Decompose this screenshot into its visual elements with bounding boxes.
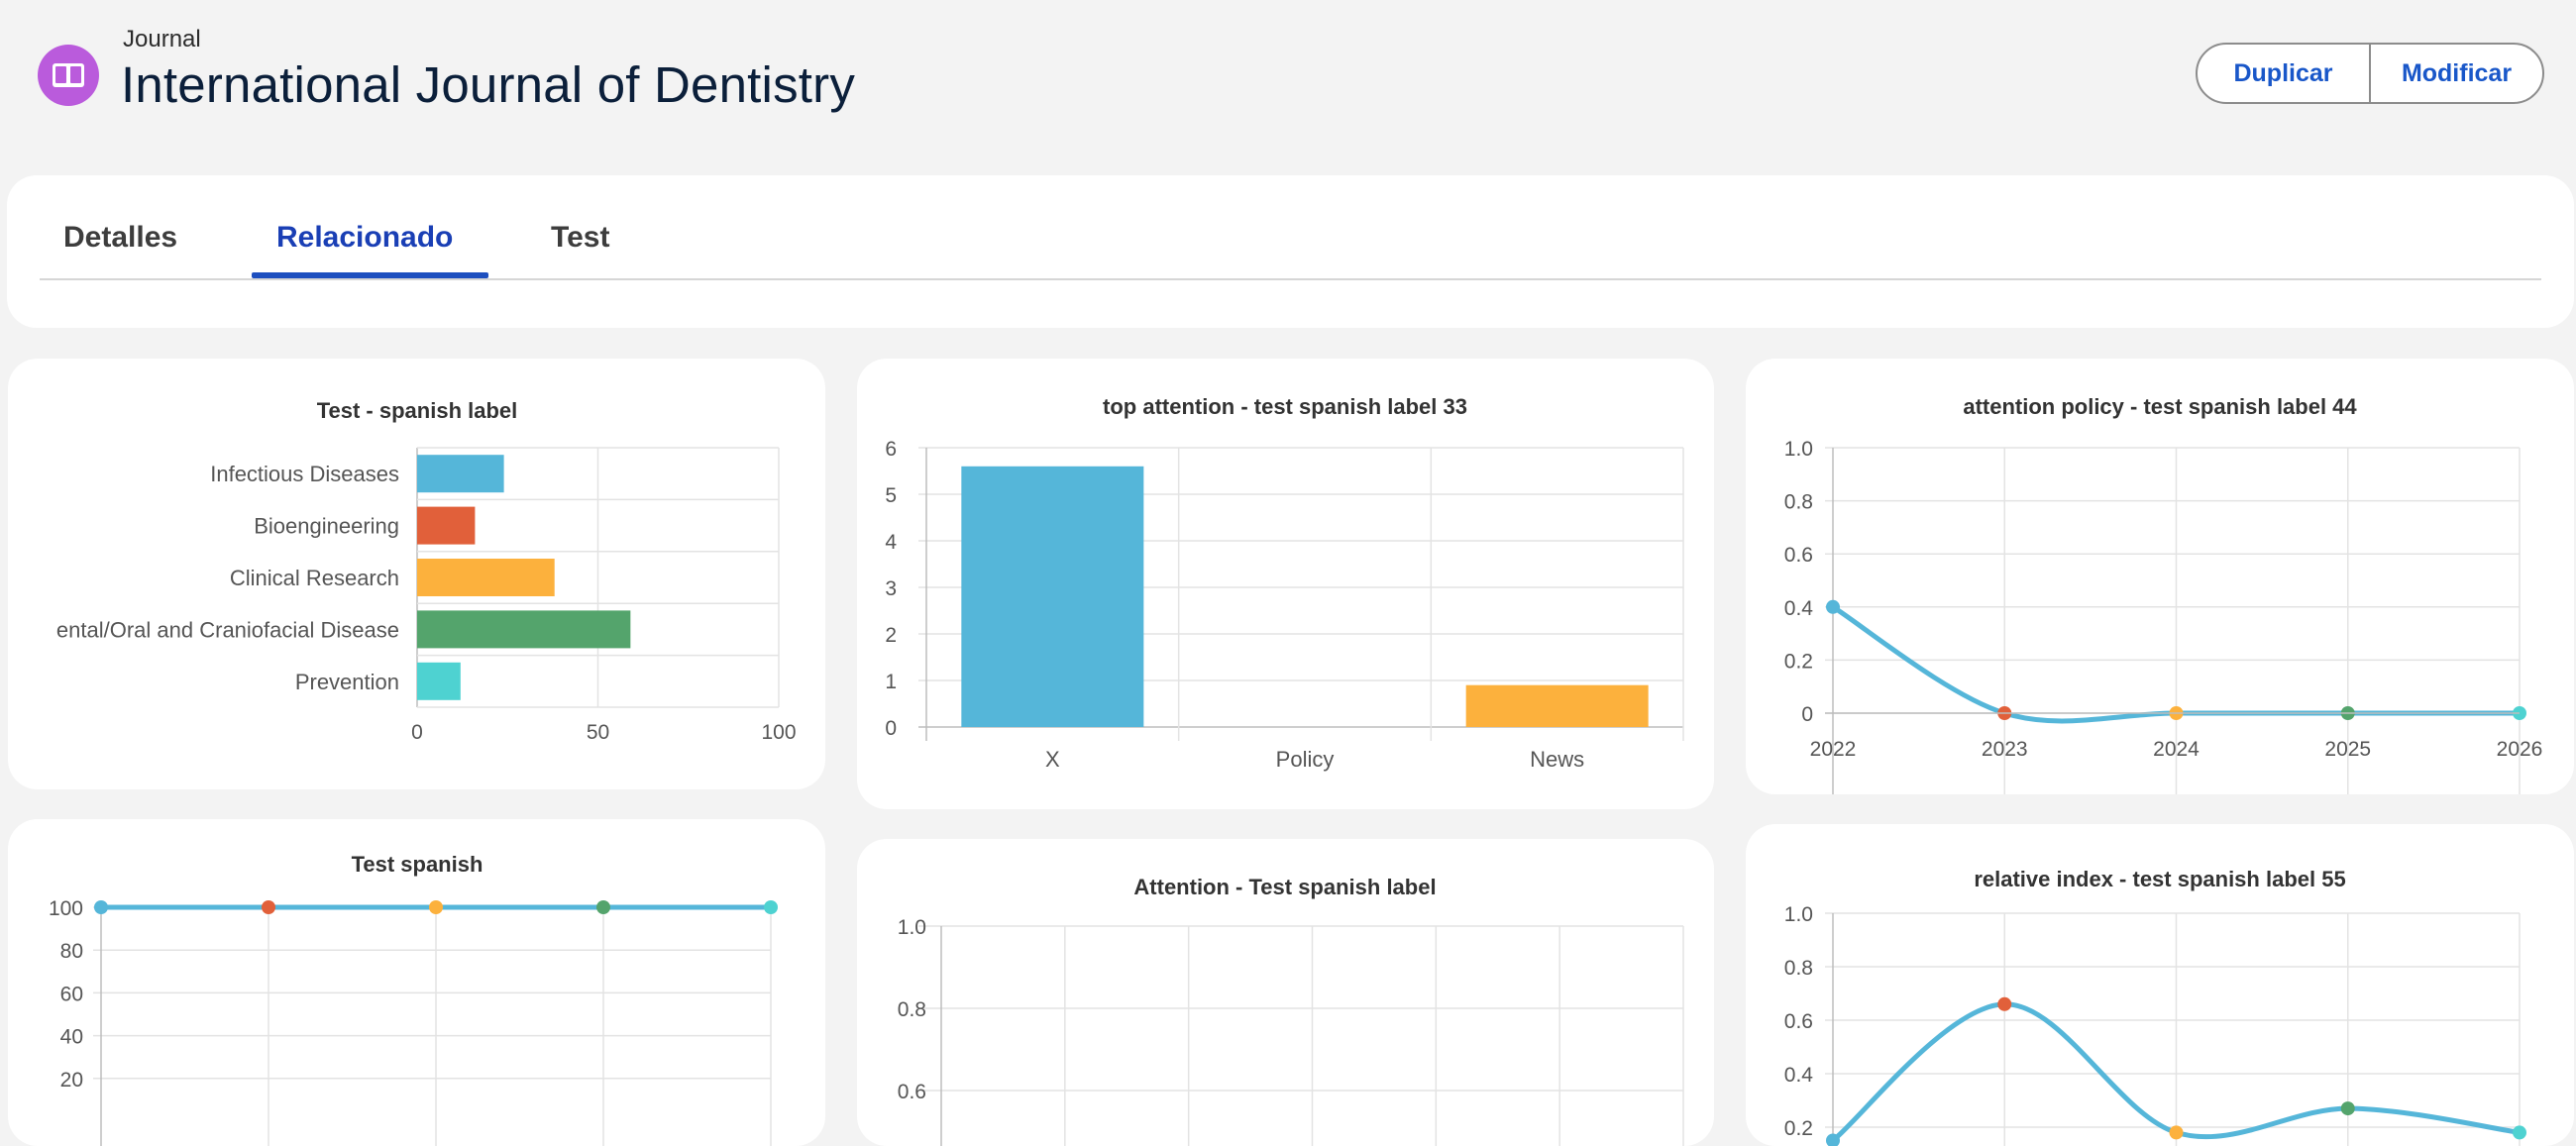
- y-tick-label: 80: [60, 940, 83, 963]
- x-tick-label: 2026: [2497, 738, 2543, 761]
- chart-title: Attention - Test spanish label: [1133, 875, 1436, 899]
- chart-svg: relative index - test spanish label 55 0.…: [1746, 824, 2574, 1146]
- y-tick-label: 4: [885, 531, 897, 554]
- y-tick-label: 0.8: [1784, 491, 1813, 514]
- y-tick-label: 2: [885, 624, 897, 647]
- bar: [417, 610, 630, 648]
- tab-relacionado[interactable]: Relacionado: [276, 221, 453, 255]
- data-point: [1826, 600, 1840, 614]
- duplicate-button[interactable]: Duplicar: [2198, 45, 2369, 102]
- y-tick-label: 0.8: [898, 998, 926, 1021]
- bar: [417, 507, 475, 545]
- chart-card-attention: Attention - Test spanish label0.40.60.81…: [857, 839, 1714, 1146]
- y-tick-label: 1: [885, 671, 897, 693]
- chart-title: attention policy - test spanish label 44: [1963, 394, 2357, 419]
- y-tick-label: 1.0: [898, 916, 926, 939]
- y-tick-label: 0: [885, 717, 897, 740]
- bar: [961, 467, 1143, 727]
- y-tick-label: 0.6: [898, 1081, 926, 1103]
- chart-title: Test spanish: [352, 852, 483, 877]
- category-label: Prevention: [295, 670, 399, 694]
- x-tick-label: 2023: [1982, 738, 2028, 761]
- action-button-group: Duplicar Modificar: [2196, 43, 2544, 104]
- y-tick-label: 0.4: [1784, 597, 1814, 620]
- tab-test[interactable]: Test: [551, 221, 609, 255]
- y-tick-label: 0.2: [1784, 1117, 1813, 1140]
- y-tick-label: 1.0: [1784, 903, 1813, 926]
- y-tick-label: 6: [885, 438, 897, 461]
- y-tick-label: 0.6: [1784, 1010, 1813, 1033]
- chart-card-test-spanish: Test spanish 20 40 60 80 100: [8, 819, 825, 1146]
- book-open-icon: [38, 45, 99, 106]
- data-point: [2341, 1101, 2355, 1115]
- data-point: [2170, 1125, 2184, 1139]
- chart-svg: Test spanish 20 40 60 80 100: [8, 819, 825, 1146]
- page-header: Journal International Journal of Dentist…: [0, 0, 2576, 168]
- chart-title: top attention - test spanish label 33: [1103, 394, 1467, 419]
- data-point: [1997, 997, 2011, 1011]
- data-point: [764, 900, 778, 914]
- data-point: [2513, 1125, 2526, 1139]
- tab-bar: Detalles Relacionado Test: [7, 175, 2574, 328]
- y-tick-label: 0.2: [1784, 650, 1813, 673]
- category-label: Policy: [1276, 747, 1335, 772]
- bar: [417, 663, 461, 700]
- category-label: X: [1045, 747, 1060, 772]
- bar: [417, 559, 555, 596]
- bar: [417, 455, 504, 492]
- y-tick-label: 0: [1801, 703, 1813, 726]
- chart-svg: attention policy - test spanish label 44…: [1746, 359, 2574, 794]
- y-tick-label: 40: [60, 1026, 83, 1049]
- chart-card-attention-policy: attention policy - test spanish label 44…: [1746, 359, 2574, 794]
- chart-svg: top attention - test spanish label 33 0 1 2…: [857, 359, 1714, 809]
- bar: [1466, 685, 1649, 727]
- edit-button[interactable]: Modificar: [2369, 45, 2542, 102]
- tab-divider: [40, 278, 2541, 280]
- x-tick-label: 50: [587, 721, 609, 744]
- data-point: [94, 900, 108, 914]
- chart-card-relative-index: relative index - test spanish label 55 0.…: [1746, 824, 2574, 1146]
- y-tick-label: 20: [60, 1069, 83, 1092]
- category-label: Infectious Diseases: [210, 462, 399, 486]
- y-tick-label: 0.4: [1784, 1064, 1814, 1087]
- y-tick-label: 0.8: [1784, 957, 1813, 980]
- category-label: News: [1530, 747, 1584, 772]
- category-label: Bioengineering: [254, 514, 399, 539]
- active-tab-indicator: [252, 272, 488, 278]
- y-tick-label: 0.6: [1784, 544, 1813, 567]
- y-tick-label: 100: [49, 897, 83, 920]
- x-tick-label: 2025: [2324, 738, 2371, 761]
- chart-card-top-attention: top attention - test spanish label 33 0 1 2…: [857, 359, 1714, 809]
- y-tick-label: 1.0: [1784, 438, 1813, 461]
- page-title: International Journal of Dentistry: [121, 55, 855, 114]
- data-point: [596, 900, 610, 914]
- tab-detalles[interactable]: Detalles: [63, 221, 177, 255]
- y-tick-label: 3: [885, 577, 897, 600]
- x-tick-label: 2022: [1810, 738, 1857, 761]
- y-tick-label: 5: [885, 484, 897, 507]
- record-type-label: Journal: [123, 26, 201, 53]
- x-tick-label: 0: [411, 721, 423, 744]
- category-label: ental/Oral and Craniofacial Disease: [56, 617, 399, 642]
- x-tick-label: 100: [761, 721, 796, 744]
- y-tick-label: 60: [60, 983, 83, 1005]
- category-label: Clinical Research: [230, 566, 399, 590]
- data-point: [262, 900, 275, 914]
- chart-title: relative index - test spanish label 55: [1974, 867, 2345, 891]
- chart-card-test-spanish-label: Test - spanish label 0 50 100 Infectious Dis…: [8, 359, 825, 789]
- x-tick-label: 2024: [2153, 738, 2200, 761]
- chart-svg: Attention - Test spanish label0.40.60.81…: [857, 839, 1714, 1146]
- data-point: [429, 900, 443, 914]
- chart-title: Test - spanish label: [317, 398, 518, 423]
- chart-svg: Test - spanish label 0 50 100 Infectious Dis…: [8, 359, 825, 789]
